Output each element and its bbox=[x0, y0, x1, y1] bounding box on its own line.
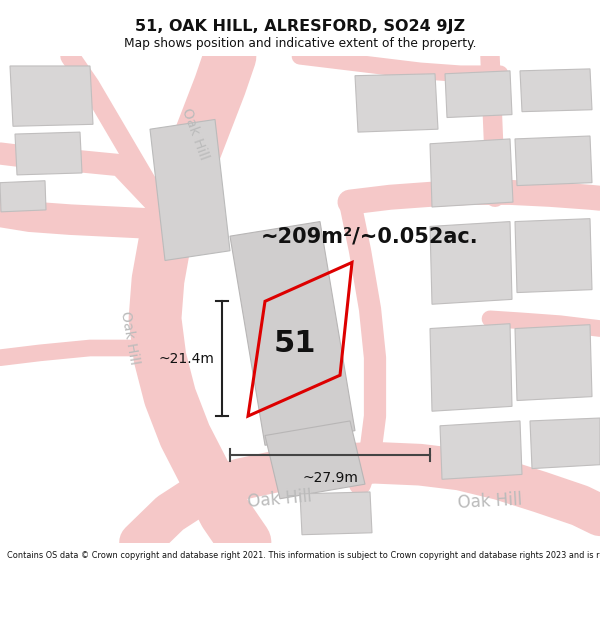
Text: 51: 51 bbox=[274, 329, 316, 357]
Text: Oak Hill: Oak Hill bbox=[247, 487, 313, 511]
Polygon shape bbox=[0, 181, 46, 212]
Text: ~21.4m: ~21.4m bbox=[158, 352, 214, 366]
Polygon shape bbox=[150, 119, 230, 261]
Polygon shape bbox=[230, 222, 355, 445]
Polygon shape bbox=[445, 71, 512, 118]
Polygon shape bbox=[15, 132, 82, 175]
Text: ~209m²/~0.052ac.: ~209m²/~0.052ac. bbox=[261, 226, 479, 246]
Polygon shape bbox=[265, 421, 365, 499]
Polygon shape bbox=[515, 136, 592, 186]
Text: Contains OS data © Crown copyright and database right 2021. This information is : Contains OS data © Crown copyright and d… bbox=[7, 551, 600, 560]
Text: Oak Hill: Oak Hill bbox=[457, 491, 523, 512]
Polygon shape bbox=[430, 139, 513, 207]
Text: 51, OAK HILL, ALRESFORD, SO24 9JZ: 51, OAK HILL, ALRESFORD, SO24 9JZ bbox=[135, 19, 465, 34]
Polygon shape bbox=[430, 324, 512, 411]
Text: Map shows position and indicative extent of the property.: Map shows position and indicative extent… bbox=[124, 38, 476, 50]
Text: Oak Hill: Oak Hill bbox=[179, 106, 211, 162]
Text: Oak Hill: Oak Hill bbox=[118, 311, 142, 366]
Polygon shape bbox=[300, 492, 372, 535]
Polygon shape bbox=[515, 324, 592, 401]
Polygon shape bbox=[10, 66, 93, 126]
Polygon shape bbox=[440, 421, 522, 479]
Text: ~27.9m: ~27.9m bbox=[302, 471, 358, 484]
Polygon shape bbox=[355, 74, 438, 132]
Polygon shape bbox=[430, 222, 512, 304]
Polygon shape bbox=[515, 219, 592, 292]
Polygon shape bbox=[530, 418, 600, 469]
Polygon shape bbox=[520, 69, 592, 112]
